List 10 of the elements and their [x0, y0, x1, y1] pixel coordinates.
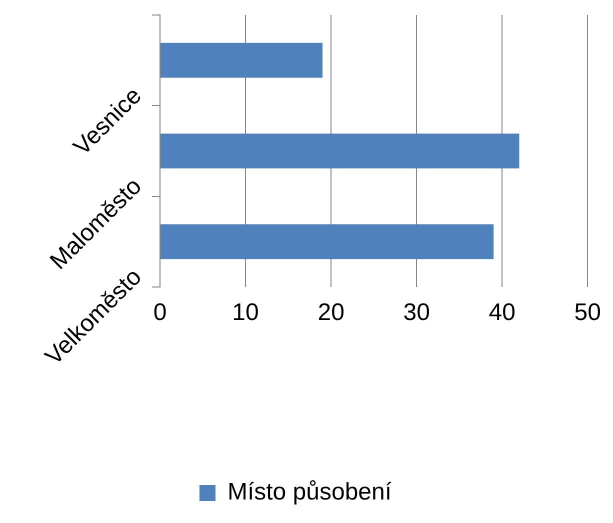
x-tick-label: 10: [232, 299, 259, 326]
x-tick-label: 40: [488, 299, 516, 326]
x-tick-label: 0: [153, 299, 167, 326]
x-tick-label: 50: [574, 299, 602, 326]
x-tick-label: 30: [403, 299, 430, 326]
bar: [160, 134, 520, 168]
bar: [160, 42, 323, 78]
legend-label: Místo působení: [227, 478, 392, 506]
bar: [160, 224, 494, 260]
x-tick-label: 20: [318, 299, 344, 326]
